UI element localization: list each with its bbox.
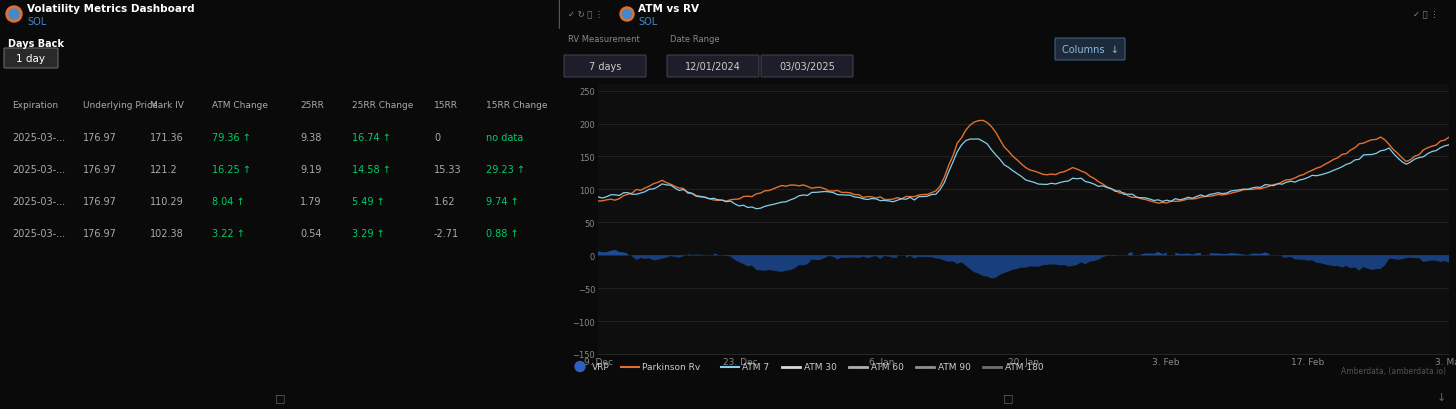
Text: 102.38: 102.38 (150, 229, 183, 238)
Text: ATM 90: ATM 90 (938, 362, 971, 371)
Text: 0.54: 0.54 (300, 229, 322, 238)
Text: 171.36: 171.36 (150, 133, 183, 143)
Text: 176.97: 176.97 (83, 196, 116, 207)
Text: 1 day: 1 day (16, 54, 45, 64)
Text: Volatility Metrics Dashboard: Volatility Metrics Dashboard (28, 4, 195, 14)
Text: ATM 7: ATM 7 (743, 362, 770, 371)
Text: 9.38: 9.38 (300, 133, 322, 143)
Text: 0.88 ↑: 0.88 ↑ (486, 229, 518, 238)
Text: 9.74 ↑: 9.74 ↑ (486, 196, 518, 207)
FancyBboxPatch shape (563, 56, 646, 78)
Circle shape (575, 362, 585, 372)
Text: ↓: ↓ (1436, 392, 1446, 402)
Text: 7 days: 7 days (588, 62, 622, 72)
Text: ATM Change: ATM Change (211, 100, 268, 109)
Text: 15RR: 15RR (434, 100, 459, 109)
Text: 29.23 ↑: 29.23 ↑ (486, 164, 526, 175)
Text: 1.79: 1.79 (300, 196, 322, 207)
FancyBboxPatch shape (1056, 39, 1125, 61)
Text: 121.2: 121.2 (150, 164, 178, 175)
Text: RV Measurement: RV Measurement (568, 35, 639, 44)
Text: Mark IV: Mark IV (150, 100, 183, 109)
Text: 15.33: 15.33 (434, 164, 462, 175)
Text: -2.71: -2.71 (434, 229, 459, 238)
Text: VRP: VRP (593, 362, 610, 371)
Text: 110.29: 110.29 (150, 196, 183, 207)
FancyBboxPatch shape (667, 56, 759, 78)
Text: 79.36 ↑: 79.36 ↑ (211, 133, 250, 143)
Text: SOL: SOL (28, 17, 47, 27)
Text: Expiration: Expiration (12, 100, 58, 109)
Text: 1.62: 1.62 (434, 196, 456, 207)
Text: 8.04 ↑: 8.04 ↑ (211, 196, 245, 207)
Text: 176.97: 176.97 (83, 229, 116, 238)
Text: Date Range: Date Range (670, 35, 719, 44)
Text: ✓ ↻ ⓘ ⋮: ✓ ↻ ⓘ ⋮ (568, 11, 603, 20)
Circle shape (6, 7, 22, 23)
Text: 15RR Change: 15RR Change (486, 100, 547, 109)
Text: 2025-03-...: 2025-03-... (12, 196, 66, 207)
Text: □: □ (1003, 392, 1013, 402)
Text: 2025-03-...: 2025-03-... (12, 133, 66, 143)
Text: 16.74 ↑: 16.74 ↑ (352, 133, 390, 143)
Text: 12/01/2024: 12/01/2024 (686, 62, 741, 72)
Text: ATM vs RV: ATM vs RV (638, 4, 699, 14)
Text: ATM 60: ATM 60 (871, 362, 904, 371)
Text: Underlying Price: Underlying Price (83, 100, 157, 109)
Circle shape (623, 11, 632, 20)
Text: 14.58 ↑: 14.58 ↑ (352, 164, 390, 175)
Text: 3.29 ↑: 3.29 ↑ (352, 229, 384, 238)
Text: 16.25 ↑: 16.25 ↑ (211, 164, 250, 175)
FancyBboxPatch shape (4, 49, 58, 69)
Text: ✓ ⓘ ⋮: ✓ ⓘ ⋮ (1414, 11, 1439, 20)
Circle shape (620, 8, 633, 22)
Text: 03/03/2025: 03/03/2025 (779, 62, 834, 72)
Text: Days Back: Days Back (7, 39, 64, 49)
Text: ATM 30: ATM 30 (804, 362, 837, 371)
Text: 9.19: 9.19 (300, 164, 322, 175)
Text: 2025-03-...: 2025-03-... (12, 229, 66, 238)
Text: no data: no data (486, 133, 523, 143)
Text: 25RR Change: 25RR Change (352, 100, 414, 109)
Text: 2025-03-...: 2025-03-... (12, 164, 66, 175)
Text: 5.49 ↑: 5.49 ↑ (352, 196, 384, 207)
Text: ATM 180: ATM 180 (1005, 362, 1044, 371)
Text: 3.22 ↑: 3.22 ↑ (211, 229, 245, 238)
Text: SOL: SOL (638, 17, 657, 27)
FancyBboxPatch shape (761, 56, 853, 78)
Text: 25RR: 25RR (300, 100, 325, 109)
Text: □: □ (275, 392, 285, 402)
Text: 0: 0 (434, 133, 440, 143)
Text: 176.97: 176.97 (83, 133, 116, 143)
Text: Parkinson Rv: Parkinson Rv (642, 362, 700, 371)
Text: Columns  ↓: Columns ↓ (1061, 45, 1118, 55)
Circle shape (9, 10, 19, 20)
Text: 176.97: 176.97 (83, 164, 116, 175)
Text: Amberdata, (amberdata.io): Amberdata, (amberdata.io) (1341, 366, 1446, 375)
